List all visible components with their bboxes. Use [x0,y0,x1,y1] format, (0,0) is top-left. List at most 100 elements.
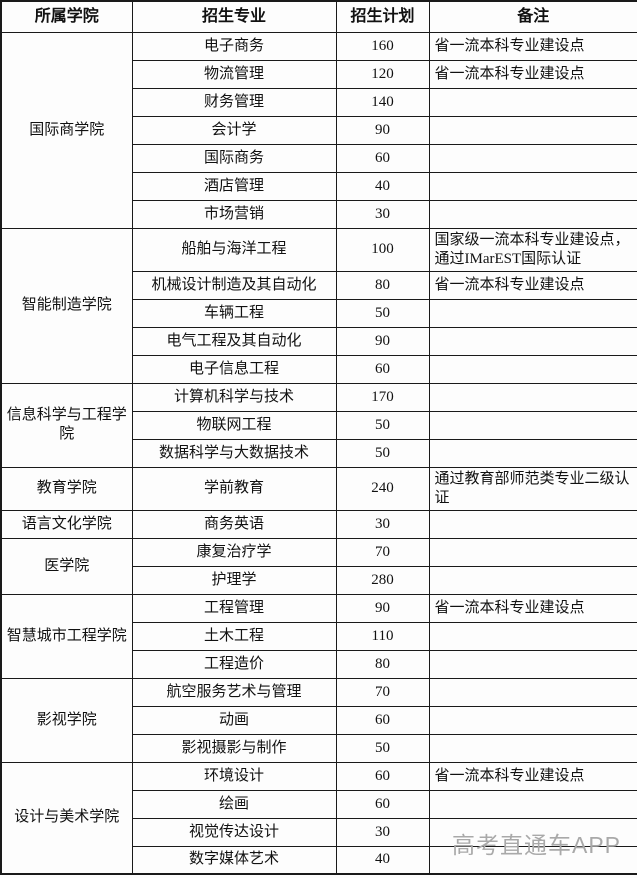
table-row: 电子信息工程 60 [1,354,637,384]
college-column-header: 所属学院 [0,0,133,33]
note-cell [428,298,637,328]
plan-cell: 60 [335,354,430,384]
note-cell [428,171,637,201]
college-cell: 设计与美术学院 [0,761,133,875]
note-cell [428,537,637,567]
table-row: 视觉传达设计 30 [1,817,637,847]
plan-cell: 70 [335,677,430,707]
plan-cell: 160 [335,31,430,61]
table-row: 智能制造学院 船舶与海洋工程 100 国家级一流本科专业建设点，通过IMarEST国际… [0,227,637,384]
table-row: 市场营销 30 [1,199,637,229]
note-cell [428,677,637,707]
table-row: 会计学 90 [1,115,637,145]
major-cell: 护理学 [131,565,337,595]
table-row: 动画 60 [1,705,637,735]
college-cell: 教育学院 [0,466,133,511]
plan-cell: 40 [335,171,430,201]
note-cell [428,817,637,847]
major-cell: 市场营销 [131,199,337,229]
major-column-header: 招生专业 [131,0,337,33]
major-cell: 物流管理 [131,59,337,89]
major-cell: 动画 [131,705,337,735]
plan-column-header: 招生计划 [335,0,430,33]
note-cell [428,199,637,229]
plan-cell: 280 [335,565,430,595]
table-row: 教育学院 学前教育 240 通过教育部师范类专业二级认证 [0,466,637,511]
table-row: 医学院 康复治疗学 70 [0,537,637,595]
note-cell [428,354,637,384]
note-cell: 省一流本科专业建设点 [428,593,637,623]
table-row: 酒店管理 40 [1,171,637,201]
college-cell: 医学院 [0,537,133,595]
college-cell: 智能制造学院 [0,227,133,384]
table-row: 设计与美术学院 环境设计 60 省一流本科专业建设点 [0,761,637,875]
plan-cell: 50 [335,410,430,440]
plan-cell: 30 [335,509,430,539]
note-cell [428,649,637,679]
plan-cell: 40 [335,845,430,875]
plan-cell: 90 [335,326,430,356]
college-cell: 智慧城市工程学院 [0,593,133,679]
table-row: 智慧城市工程学院 工程管理 90 省一流本科专业建设点 [0,593,637,679]
table-row: 机械设计制造及其自动化 80 省一流本科专业建设点 [1,270,637,300]
major-cell: 船舶与海洋工程 [131,227,337,272]
major-cell: 视觉传达设计 [131,817,337,847]
plan-cell: 100 [335,227,430,272]
college-cell: 信息科学与工程学院 [0,382,133,468]
note-cell [428,326,637,356]
table-row: 语言文化学院 商务英语 30 [0,509,637,539]
plan-cell: 50 [335,438,430,468]
major-cell: 酒店管理 [131,171,337,201]
note-cell: 通过教育部师范类专业二级认证 [428,466,637,511]
major-cell: 航空服务艺术与管理 [131,677,337,707]
major-cell: 商务英语 [131,509,337,539]
table-header: 所属学院 招生专业 招生计划 备注 [0,0,637,33]
plan-cell: 80 [335,649,430,679]
note-cell [428,733,637,763]
major-cell: 学前教育 [131,466,337,511]
plan-cell: 60 [335,761,430,791]
table-row: 数据科学与大数据技术 50 [1,438,637,468]
table-row: 影视摄影与制作 50 [1,733,637,763]
plan-cell: 60 [335,705,430,735]
plan-cell: 70 [335,537,430,567]
note-cell [428,115,637,145]
major-cell: 物联网工程 [131,410,337,440]
note-cell [428,789,637,819]
major-cell: 绘画 [131,789,337,819]
table-row: 车辆工程 50 [1,298,637,328]
plan-cell: 50 [335,298,430,328]
major-cell: 会计学 [131,115,337,145]
table-row: 物联网工程 50 [1,410,637,440]
college-cell: 影视学院 [0,677,133,763]
note-cell: 省一流本科专业建设点 [428,31,637,61]
note-cell [428,565,637,595]
plan-cell: 90 [335,593,430,623]
note-cell [428,705,637,735]
major-cell: 工程管理 [131,593,337,623]
major-cell: 计算机科学与技术 [131,382,337,412]
table-body: 国际商学院 电子商务 160 省一流本科专业建设点 物流管理 120 省一流本科专业建设点财… [0,31,637,875]
note-column-header: 备注 [428,0,637,33]
major-cell: 环境设计 [131,761,337,791]
note-cell [428,410,637,440]
major-cell: 国际商务 [131,143,337,173]
note-cell [428,87,637,117]
table-row: 信息科学与工程学院 计算机科学与技术 170 [0,382,637,468]
note-cell [428,509,637,539]
major-cell: 数字媒体艺术 [131,845,337,875]
major-cell: 车辆工程 [131,298,337,328]
college-cell: 语言文化学院 [0,509,133,539]
table-row: 绘画 60 [1,789,637,819]
plan-cell: 30 [335,199,430,229]
major-cell: 影视摄影与制作 [131,733,337,763]
plan-cell: 240 [335,466,430,511]
table-row: 国际商学院 电子商务 160 省一流本科专业建设点 [0,31,637,229]
header-row: 所属学院 招生专业 招生计划 备注 [0,0,637,33]
note-cell: 国家级一流本科专业建设点，通过IMarEST国际认证 [428,227,637,272]
table-row: 护理学 280 [1,565,637,595]
major-cell: 电子商务 [131,31,337,61]
table-row: 影视学院 航空服务艺术与管理 70 [0,677,637,763]
note-cell: 省一流本科专业建设点 [428,59,637,89]
plan-cell: 90 [335,115,430,145]
